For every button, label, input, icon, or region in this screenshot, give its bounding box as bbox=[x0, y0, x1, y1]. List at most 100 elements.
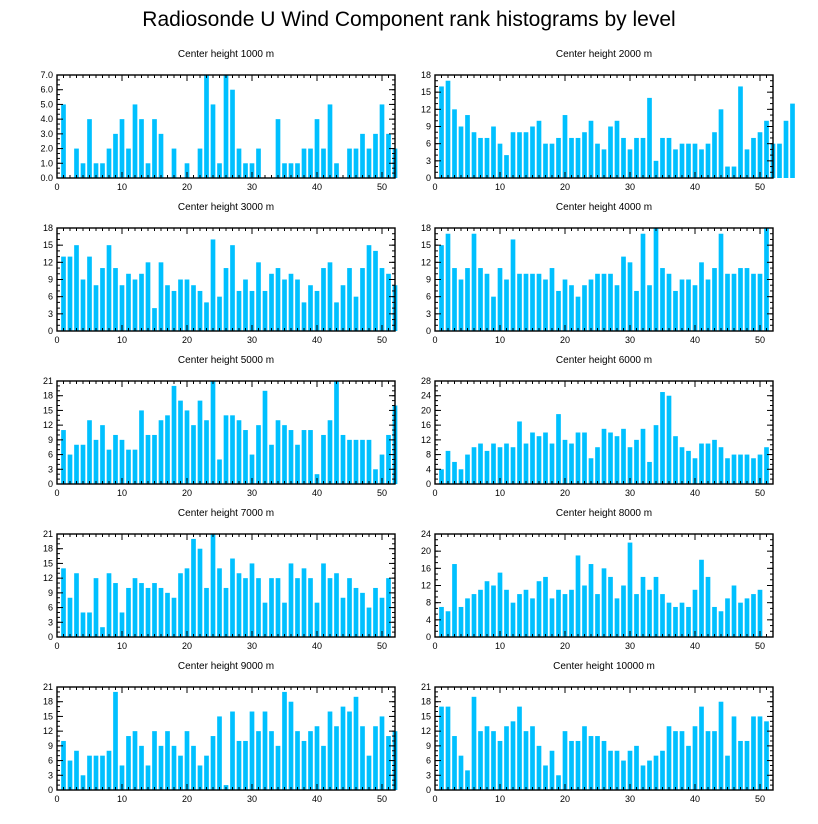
bar bbox=[126, 273, 131, 331]
bar bbox=[249, 711, 255, 790]
bar bbox=[692, 726, 698, 790]
bar bbox=[582, 285, 587, 331]
bar bbox=[751, 273, 756, 331]
x-tick-label: 30 bbox=[625, 488, 635, 498]
bar bbox=[439, 469, 444, 484]
bar bbox=[353, 696, 359, 790]
bar bbox=[543, 432, 548, 484]
bar bbox=[601, 740, 607, 790]
bar bbox=[712, 439, 717, 484]
bar bbox=[243, 163, 248, 178]
page-title: Radiosonde U Wind Component rank histogr… bbox=[142, 8, 676, 31]
bar bbox=[679, 731, 685, 790]
y-tick-label: 18 bbox=[43, 544, 53, 554]
x-tick-label: 30 bbox=[625, 794, 635, 804]
bar bbox=[379, 268, 385, 331]
y-tick-label: 12 bbox=[421, 435, 431, 445]
y-tick-label: 5.0 bbox=[40, 99, 53, 109]
bar bbox=[210, 381, 216, 484]
bar bbox=[497, 572, 503, 637]
bar bbox=[61, 430, 66, 484]
y-tick-label: 0 bbox=[426, 326, 431, 336]
x-tick-label: 0 bbox=[54, 488, 59, 498]
bar bbox=[556, 589, 561, 637]
y-tick-label: 9 bbox=[426, 122, 431, 132]
bar bbox=[549, 443, 555, 484]
bar bbox=[295, 163, 300, 178]
bar bbox=[197, 548, 203, 637]
bar bbox=[171, 148, 177, 178]
bar bbox=[562, 439, 568, 484]
bar bbox=[640, 233, 646, 331]
bar bbox=[249, 563, 255, 637]
x-tick-label: 50 bbox=[377, 794, 387, 804]
bar bbox=[530, 598, 535, 637]
y-tick-label: 4 bbox=[426, 464, 431, 474]
bar bbox=[777, 143, 782, 178]
bar bbox=[145, 587, 151, 637]
x-tick-label: 10 bbox=[117, 335, 127, 345]
bar bbox=[523, 132, 529, 178]
y-tick-label: 8 bbox=[426, 598, 431, 608]
y-tick-label: 6 bbox=[48, 292, 53, 302]
bar bbox=[510, 239, 516, 331]
bar bbox=[67, 454, 73, 484]
y-tick-label: 6 bbox=[426, 292, 431, 302]
x-tick-label: 20 bbox=[182, 794, 192, 804]
bar bbox=[673, 436, 678, 484]
bar bbox=[145, 163, 151, 178]
x-tick-label: 40 bbox=[690, 335, 700, 345]
bar bbox=[614, 120, 620, 178]
bar bbox=[139, 583, 144, 637]
bar bbox=[582, 132, 587, 178]
bar bbox=[210, 534, 216, 637]
panel-title: Center height 8000 m bbox=[556, 508, 652, 519]
bar bbox=[132, 449, 138, 484]
bar bbox=[197, 765, 203, 790]
y-tick-label: 0 bbox=[426, 785, 431, 795]
panel-8: Center height 8000 m 0 10 20 30 40 50 0 4 8 12 16 20… bbox=[421, 508, 774, 651]
y-tick-label: 20 bbox=[421, 546, 431, 556]
bar bbox=[93, 439, 99, 484]
bar bbox=[301, 740, 307, 790]
bar bbox=[126, 736, 131, 790]
x-tick-label: 0 bbox=[432, 182, 437, 192]
bar bbox=[67, 597, 73, 637]
bar bbox=[256, 262, 261, 331]
bar bbox=[353, 439, 359, 484]
bar bbox=[288, 563, 294, 637]
bar bbox=[243, 740, 248, 790]
x-tick-label: 30 bbox=[247, 182, 257, 192]
bar bbox=[556, 775, 561, 790]
bar bbox=[191, 745, 196, 790]
bar bbox=[627, 542, 633, 637]
bar bbox=[93, 285, 99, 331]
bar bbox=[256, 425, 261, 484]
x-tick-label: 30 bbox=[247, 641, 257, 651]
y-tick-label: 3 bbox=[48, 770, 53, 780]
bar bbox=[113, 434, 118, 484]
bar bbox=[132, 731, 138, 790]
bar bbox=[673, 606, 678, 637]
x-tick-label: 30 bbox=[625, 182, 635, 192]
bar bbox=[497, 740, 503, 790]
bar bbox=[484, 273, 490, 331]
bar bbox=[705, 443, 711, 484]
bar bbox=[595, 273, 600, 331]
y-tick-label: 18 bbox=[43, 391, 53, 401]
bar bbox=[536, 273, 542, 331]
bar bbox=[757, 589, 763, 637]
bar bbox=[731, 454, 737, 484]
bar bbox=[588, 458, 594, 484]
y-tick-label: 9 bbox=[48, 435, 53, 445]
bar bbox=[731, 716, 737, 790]
bar bbox=[692, 285, 698, 331]
bar bbox=[621, 585, 626, 637]
bar bbox=[230, 245, 235, 331]
bar bbox=[366, 148, 372, 178]
y-tick-label: 18 bbox=[43, 697, 53, 707]
bar bbox=[223, 587, 229, 637]
x-tick-label: 10 bbox=[495, 488, 505, 498]
bar bbox=[452, 109, 457, 178]
bar bbox=[614, 436, 620, 484]
